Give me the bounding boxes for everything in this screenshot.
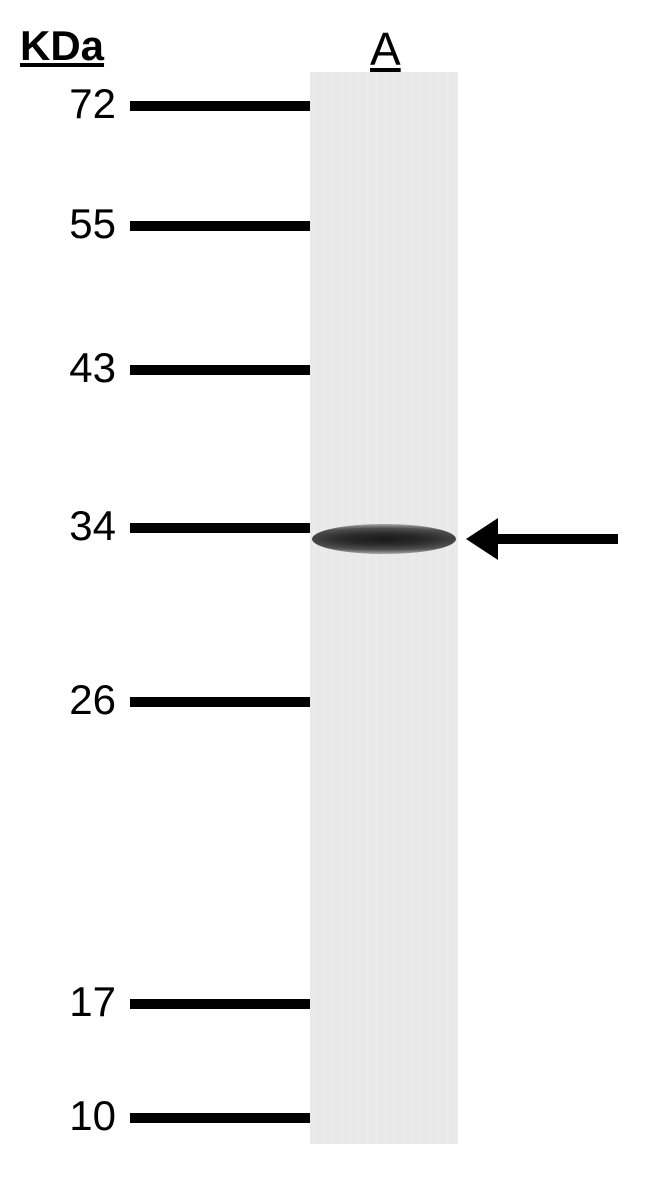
marker-label: 17 (26, 978, 116, 1026)
marker-tick (130, 221, 310, 231)
band-arrow-head (466, 518, 498, 560)
marker-label: 72 (26, 80, 116, 128)
marker-tick (130, 697, 310, 707)
marker-tick (130, 1113, 310, 1123)
western-blot-figure: KDa A 72 55 43 34 26 17 10 (0, 0, 650, 1187)
marker-label: 26 (26, 676, 116, 724)
marker-label: 43 (26, 344, 116, 392)
marker-label: 34 (26, 502, 116, 550)
lane-label: A (370, 22, 401, 76)
blot-lane (310, 72, 458, 1144)
marker-label: 10 (26, 1092, 116, 1140)
protein-band (312, 524, 456, 554)
unit-label: KDa (20, 22, 104, 70)
marker-tick (130, 523, 310, 533)
band-arrow-shaft (498, 534, 618, 544)
marker-tick (130, 101, 310, 111)
marker-tick (130, 365, 310, 375)
marker-tick (130, 999, 310, 1009)
marker-label: 55 (26, 200, 116, 248)
